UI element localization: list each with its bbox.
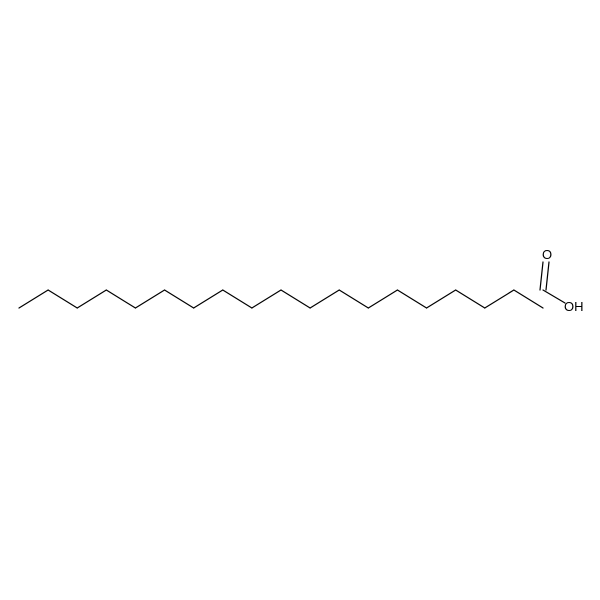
oxygen-double-bond-label: O [542, 248, 552, 261]
structure-svg [0, 0, 600, 600]
molecule-canvas: O OH [0, 0, 600, 600]
hydroxyl-label: OH [564, 300, 584, 313]
bond-group [19, 262, 565, 308]
